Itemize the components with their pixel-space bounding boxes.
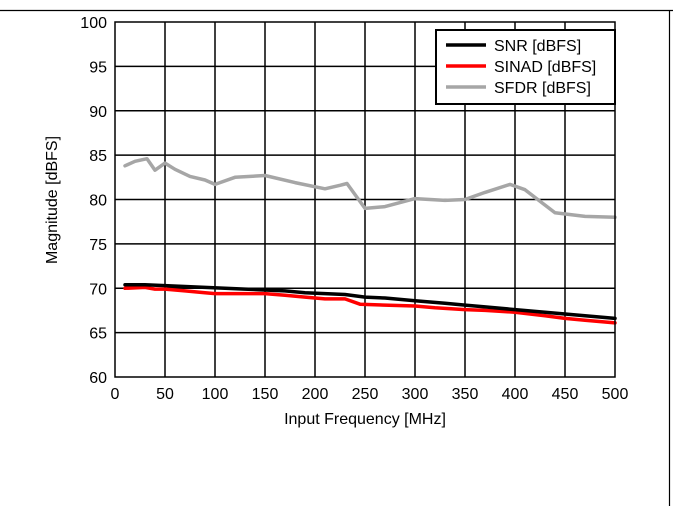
y-tick-label: 80 <box>89 193 107 210</box>
y-axis-label: Magnitude [dBFS] <box>44 136 61 264</box>
y-tick-label: 100 <box>80 15 107 32</box>
legend-label: SFDR [dBFS] <box>494 80 591 97</box>
legend: SNR [dBFS] SINAD [dBFS] SFDR [dBFS] <box>435 29 616 105</box>
x-tick-label: 200 <box>302 386 329 403</box>
y-tick-label: 65 <box>89 326 107 343</box>
y-tick-label: 70 <box>89 281 107 298</box>
x-tick-label: 150 <box>252 386 279 403</box>
y-tick-label: 60 <box>89 370 107 387</box>
x-tick-label: 350 <box>452 386 479 403</box>
series-line-sfdr <box>123 156 617 220</box>
x-tick-label: 300 <box>402 386 429 403</box>
series-line-snr <box>123 282 617 321</box>
y-tick-label: 85 <box>89 148 107 165</box>
legend-label: SINAD [dBFS] <box>494 59 596 76</box>
x-tick-label: 500 <box>602 386 629 403</box>
x-tick-label: 0 <box>111 386 120 403</box>
x-tick-label: 400 <box>502 386 529 403</box>
x-tick-label: 250 <box>352 386 379 403</box>
x-axis-label: Input Frequency [MHz] <box>284 411 446 428</box>
plot-area-border <box>114 21 616 378</box>
x-tick-label: 50 <box>156 386 174 403</box>
x-tick-labels: 0 50 100 150 200 250 300 350 400 450 500 <box>111 386 629 403</box>
y-tick-label: 95 <box>89 59 107 76</box>
legend-label: SNR [dBFS] <box>494 38 581 55</box>
y-tick-label: 90 <box>89 104 107 121</box>
y-tick-labels: 60 65 70 75 80 85 90 95 100 <box>80 15 107 387</box>
series-line-sinad <box>123 285 617 325</box>
x-tick-label: 100 <box>202 386 229 403</box>
series-layer <box>123 156 617 325</box>
y-tick-label: 75 <box>89 237 107 254</box>
x-tick-label: 450 <box>552 386 579 403</box>
